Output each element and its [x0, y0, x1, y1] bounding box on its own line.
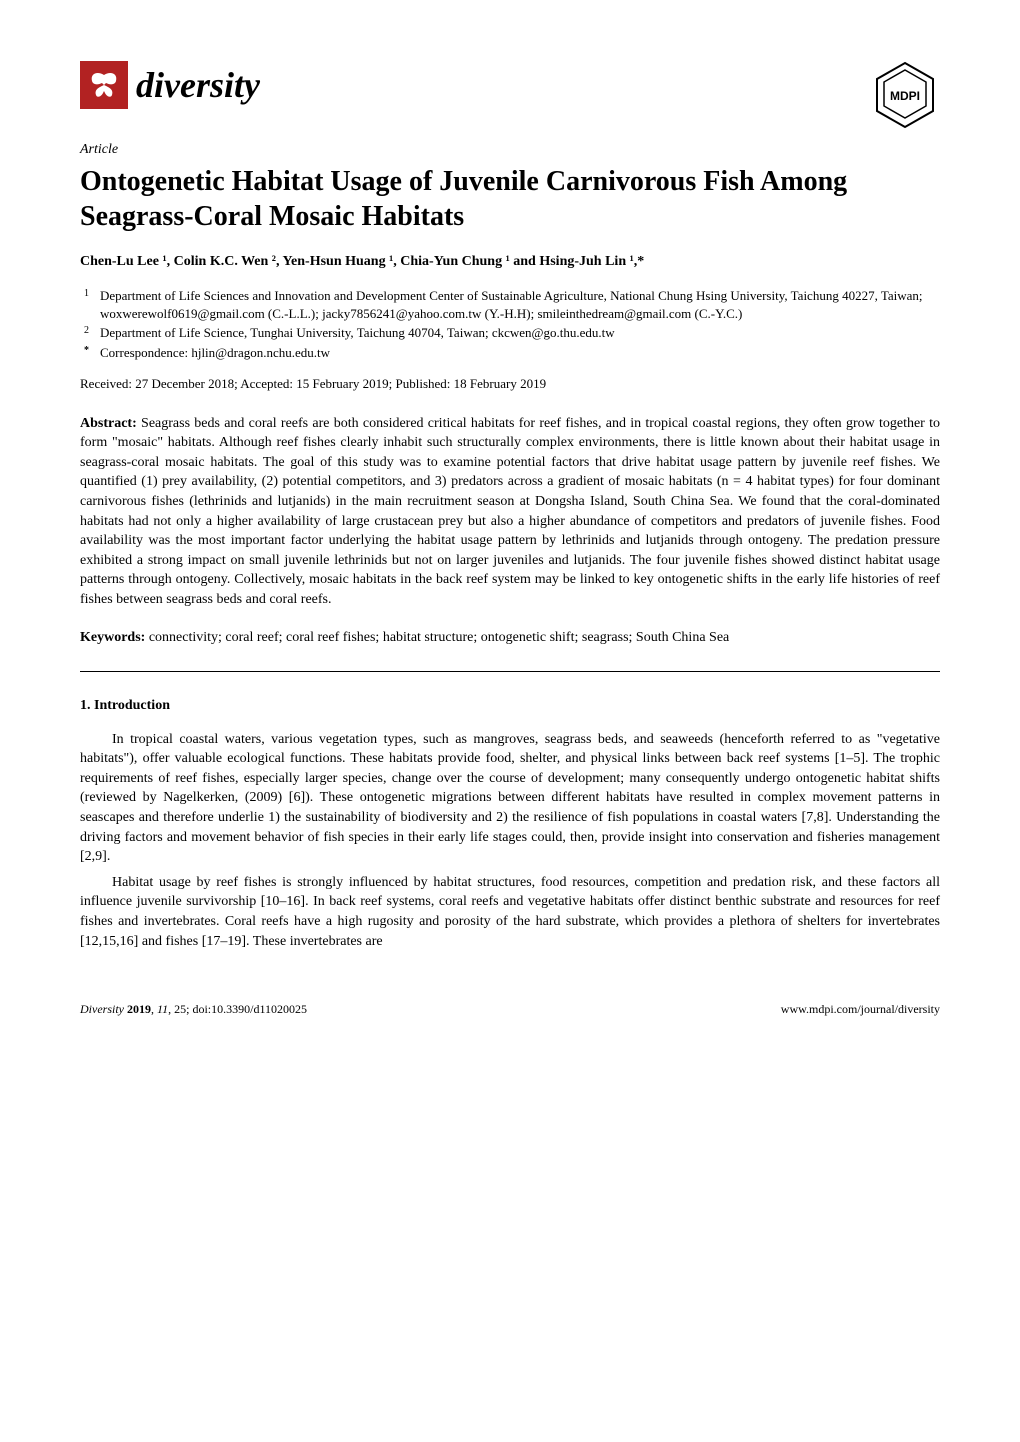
- footer-year: 2019: [127, 1002, 151, 1016]
- abstract-block: Abstract: Seagrass beds and coral reefs …: [80, 414, 940, 610]
- article-title: Ontogenetic Habitat Usage of Juvenile Ca…: [80, 164, 940, 234]
- abstract-text: Seagrass beds and coral reefs are both c…: [80, 416, 940, 607]
- affiliation-marker: 1: [84, 287, 89, 301]
- keywords-block: Keywords: connectivity; coral reef; cora…: [80, 628, 940, 648]
- footer-volume: 11: [157, 1002, 168, 1016]
- footer-journal: Diversity: [80, 1002, 124, 1016]
- body-paragraph: Habitat usage by reef fishes is strongly…: [80, 873, 940, 951]
- body-paragraph: In tropical coastal waters, various vege…: [80, 730, 940, 867]
- footer-doi: doi:10.3390/d11020025: [192, 1002, 307, 1016]
- authors-text: Chen-Lu Lee ¹, Colin K.C. Wen ², Yen-Hsu…: [80, 254, 644, 269]
- authors-line: Chen-Lu Lee ¹, Colin K.C. Wen ², Yen-Hsu…: [80, 252, 940, 272]
- affiliations-block: 1 Department of Life Sciences and Innova…: [80, 287, 940, 361]
- journal-logo: diversity: [80, 60, 260, 110]
- section-separator: [80, 671, 940, 672]
- affiliation-item: * Correspondence: hjlin@dragon.nchu.edu.…: [100, 344, 940, 362]
- affiliation-item: 2 Department of Life Science, Tunghai Un…: [100, 324, 940, 342]
- keywords-text: connectivity; coral reef; coral reef fis…: [145, 630, 729, 645]
- keywords-label: Keywords:: [80, 630, 145, 645]
- footer-url: www.mdpi.com/journal/diversity: [781, 1001, 940, 1018]
- affiliation-text: Department of Life Sciences and Innovati…: [100, 288, 923, 321]
- header-row: diversity MDPI: [80, 60, 940, 130]
- footer-page: 25: [174, 1002, 186, 1016]
- affiliation-text: Department of Life Science, Tunghai Univ…: [100, 325, 615, 340]
- footer-left: Diversity 2019, 11, 25; doi:10.3390/d110…: [80, 1001, 307, 1018]
- diversity-logo-icon: [80, 61, 128, 109]
- journal-name: diversity: [136, 60, 260, 110]
- affiliation-marker: 2: [84, 324, 89, 338]
- svg-text:MDPI: MDPI: [890, 89, 920, 103]
- article-type: Article: [80, 140, 940, 160]
- affiliation-marker: *: [84, 344, 89, 358]
- section-heading-introduction: 1. Introduction: [80, 696, 940, 716]
- page-footer: Diversity 2019, 11, 25; doi:10.3390/d110…: [80, 1001, 940, 1018]
- abstract-label: Abstract:: [80, 416, 137, 431]
- affiliation-text: Correspondence: hjlin@dragon.nchu.edu.tw: [100, 345, 330, 360]
- butterfly-icon: [86, 67, 122, 103]
- mdpi-logo-icon: MDPI: [870, 60, 940, 130]
- affiliation-item: 1 Department of Life Sciences and Innova…: [100, 287, 940, 322]
- publication-dates: Received: 27 December 2018; Accepted: 15…: [80, 375, 940, 393]
